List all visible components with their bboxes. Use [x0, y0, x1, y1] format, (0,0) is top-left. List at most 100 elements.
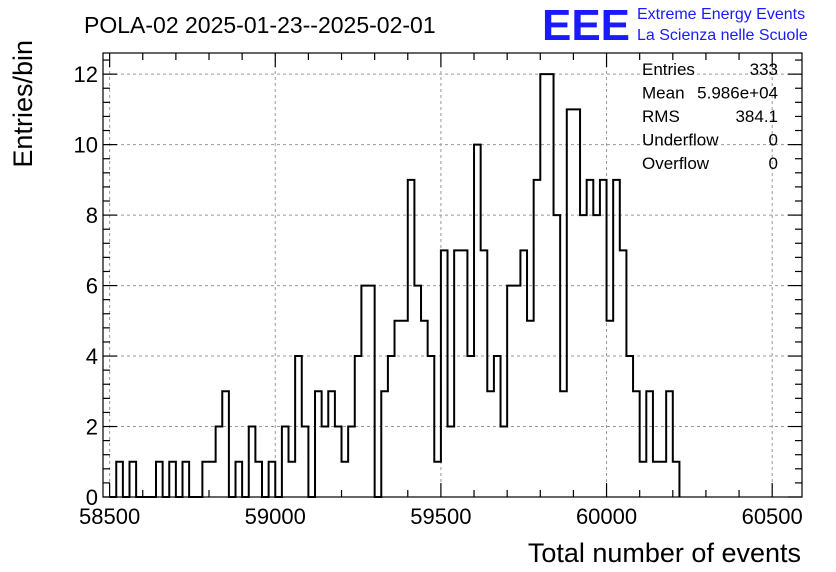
stats-label: RMS [642, 107, 680, 126]
histogram-bin [130, 462, 137, 497]
plot-frame [102, 52, 803, 498]
stats-label: Overflow [642, 154, 710, 173]
x-tick-label: 58500 [79, 504, 140, 529]
histogram-bin [348, 427, 355, 497]
histogram-bin [487, 391, 494, 497]
histogram-outline [109, 73, 681, 498]
histogram-bin [355, 356, 362, 497]
histogram-bin [335, 427, 342, 497]
histogram-bin [501, 427, 508, 497]
histogram-bin [461, 250, 468, 497]
histogram-bin [315, 391, 322, 497]
stats-label: Mean [642, 84, 685, 103]
histogram-bin [116, 462, 123, 497]
histogram-bin [567, 109, 574, 497]
histogram-bin [342, 462, 349, 497]
y-tick-label: 10 [74, 133, 98, 158]
stats-label: Entries [642, 60, 695, 79]
histogram-bin [295, 356, 302, 497]
histogram-bin [388, 356, 395, 497]
histogram-bin [183, 462, 190, 497]
axis-ticks [103, 53, 802, 498]
logo-mark: EEE [542, 1, 630, 50]
histogram-bin [322, 427, 329, 497]
logo-line1: Extreme Energy Events [637, 6, 805, 23]
y-tick-label: 6 [86, 274, 98, 299]
plot-frame-rect [102, 52, 803, 498]
histogram-bin [587, 180, 594, 497]
histogram-bin [646, 391, 653, 497]
histogram-bin [474, 145, 481, 497]
histogram-bin [520, 250, 527, 497]
y-tick-label: 0 [86, 485, 98, 510]
histogram-bin [554, 215, 561, 497]
stats-label: Underflow [642, 131, 719, 150]
y-tick-label: 8 [86, 203, 98, 228]
x-tick-label: 59000 [245, 504, 306, 529]
histogram-bin [408, 180, 415, 497]
histogram-bin [653, 462, 660, 497]
histogram-bin [527, 321, 534, 497]
histogram-bin [580, 215, 587, 497]
histogram-bin [434, 462, 441, 497]
histogram-bin [626, 356, 633, 497]
histogram-bin [660, 462, 667, 497]
x-tick-label: 60500 [742, 504, 803, 529]
histogram-bin [395, 321, 402, 497]
histogram-bin [236, 462, 243, 497]
histogram-bin [633, 391, 640, 497]
chart-title: POLA-02 2025-01-23--2025-02-01 [84, 12, 436, 38]
histogram-bin [368, 286, 375, 497]
histogram-bin [540, 74, 547, 497]
histogram-bin [454, 250, 461, 497]
histogram-bin [421, 321, 428, 497]
x-tick-label: 60000 [576, 504, 637, 529]
y-tick-label: 2 [86, 415, 98, 440]
histogram-bin [255, 462, 262, 497]
histogram-bin [289, 462, 296, 497]
histogram-bin [600, 180, 607, 497]
histogram-bin [328, 391, 335, 497]
histogram-bin [202, 462, 209, 497]
histogram-bin [448, 427, 455, 497]
histogram-bin [381, 391, 388, 497]
logo-line2: La Scienza nelle Scuole [637, 27, 808, 44]
x-axis-title: Total number of events [528, 538, 801, 568]
eee-logo: EEE Extreme Energy Events La Scienza nel… [542, 1, 808, 50]
histogram-bin [169, 462, 176, 497]
stats-value: 0 [769, 154, 778, 173]
histogram-bin [282, 427, 289, 497]
stats-value: 5.986e+04 [697, 84, 778, 103]
histogram-bin [573, 109, 580, 497]
histogram-bin [269, 462, 276, 497]
histogram-bin [209, 462, 216, 497]
grid [103, 53, 802, 497]
histogram-bin [666, 391, 673, 497]
x-tick-label: 59500 [410, 504, 471, 529]
histogram-bin [547, 74, 554, 497]
histogram-bin [593, 215, 600, 497]
histogram-bin [249, 427, 256, 497]
histogram-bin [441, 250, 448, 497]
histogram-bin [620, 250, 627, 497]
tick-labels: 58500 59000 59500 60000 60500 0 2 4 6 8 10 12 [74, 62, 803, 529]
histogram-bin [361, 286, 368, 497]
histogram-bin [494, 356, 501, 497]
stats-value: 0 [769, 131, 778, 150]
histogram-bin [467, 356, 474, 497]
histogram-bin [534, 180, 541, 497]
stats-value: 384.1 [735, 107, 778, 126]
histogram-bin [302, 427, 309, 497]
y-tick-label: 4 [86, 344, 98, 369]
histogram-bin [156, 462, 163, 497]
histogram-bin [216, 427, 223, 497]
histogram-bin [607, 321, 614, 497]
histogram-series [109, 73, 681, 498]
histogram-bin [640, 462, 647, 497]
histogram-bin [401, 321, 408, 497]
histogram-bin [414, 286, 421, 497]
y-axis-title: Entries/bin [8, 40, 38, 168]
stats-box: Entries 333 Mean 5.986e+04 RMS 384.1 Underflow… [642, 60, 778, 173]
stats-value: 333 [750, 60, 778, 79]
